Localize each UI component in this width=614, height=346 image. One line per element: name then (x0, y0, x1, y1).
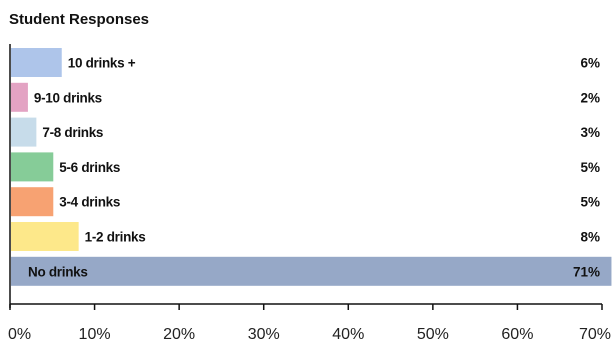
x-tick-label-70: 70% (579, 326, 611, 343)
value-label-7-8-drinks: 3% (580, 125, 600, 140)
bars-group (11, 48, 612, 286)
bar-5-6-drinks (11, 152, 54, 182)
value-label-no-drinks: 71% (573, 264, 600, 279)
x-tick-label-50: 50% (417, 326, 449, 343)
bar-10-drinks (11, 48, 62, 77)
labels-group: 10 drinks + 6% 9-10 drinks 2% 7-8 drinks 3% 5-… (28, 56, 600, 280)
x-axis: 0% 10% 20% 30% 40% 50% 60% 70% (8, 44, 611, 343)
bar-3-4-drinks (11, 187, 54, 217)
category-label-10-drinks: 10 drinks + (68, 56, 136, 71)
bar-no-drinks (11, 256, 612, 286)
bar-1-2-drinks (11, 222, 79, 251)
x-tick-label-60: 60% (501, 326, 533, 343)
x-tick-label-40: 40% (332, 326, 364, 343)
category-label-7-8-drinks: 7-8 drinks (42, 125, 103, 140)
value-label-5-6-drinks: 5% (580, 160, 600, 175)
value-label-10-drinks: 6% (580, 56, 600, 71)
value-label-3-4-drinks: 5% (580, 195, 600, 210)
category-label-5-6-drinks: 5-6 drinks (59, 160, 120, 175)
category-label-9-10-drinks: 9-10 drinks (34, 90, 102, 105)
chart-title: Student Responses (9, 11, 150, 28)
value-label-9-10-drinks: 2% (580, 90, 600, 105)
value-label-1-2-drinks: 8% (580, 230, 600, 245)
category-label-no-drinks: No drinks (28, 264, 88, 279)
x-tick-label-0: 0% (8, 326, 31, 343)
category-label-3-4-drinks: 3-4 drinks (59, 195, 120, 210)
category-label-1-2-drinks: 1-2 drinks (85, 230, 146, 245)
bar-9-10-drinks (11, 82, 28, 112)
x-tick-label-30: 30% (248, 326, 280, 343)
x-tick-label-20: 20% (163, 326, 195, 343)
bar-7-8-drinks (11, 117, 37, 147)
x-tick-label-10: 10% (79, 326, 111, 343)
